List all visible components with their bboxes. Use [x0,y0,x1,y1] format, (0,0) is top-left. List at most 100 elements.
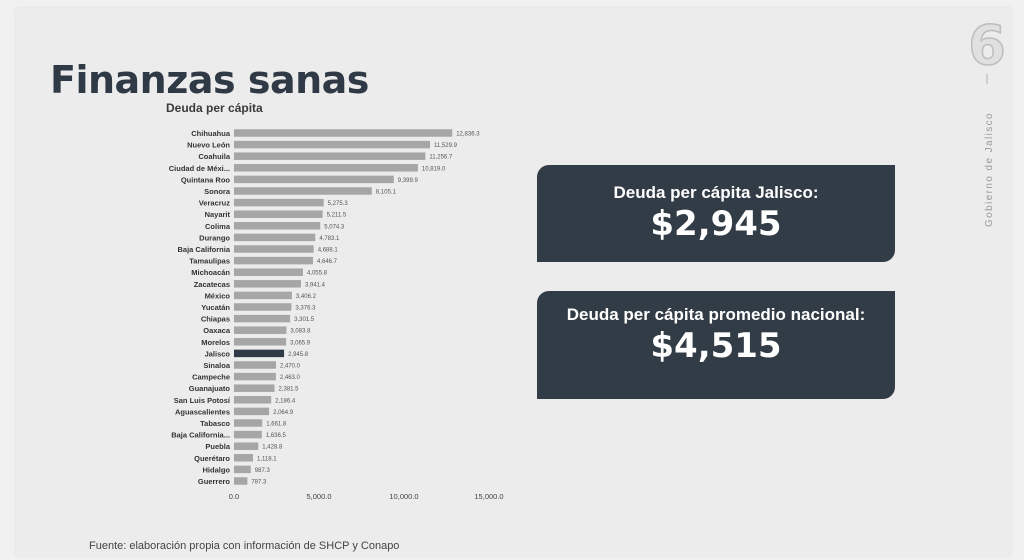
bar [234,303,292,311]
category-label: Hidalgo [203,465,231,474]
category-label: Colima [205,222,231,231]
category-label: Morelos [201,338,230,347]
bar [234,140,431,149]
bar [234,222,321,230]
gobierno-jalisco-logo: 6 Gobierno de Jalisco [967,13,1006,227]
data-label: 2,381.5 [278,387,299,393]
category-label: Querétaro [194,454,230,463]
data-label: 3,941.4 [305,282,326,288]
data-label: 12,836.3 [456,132,480,138]
category-label: Tamaulipas [189,257,230,266]
bar [234,291,292,300]
bar [234,419,263,427]
category-label: Michoacán [191,268,230,277]
category-label: Sinaloa [203,361,231,370]
data-label: 4,646.7 [317,259,338,265]
x-tick-label: 10,000.0 [389,492,418,501]
bar [234,442,259,450]
category-label: Aguascalientes [175,407,230,416]
category-label: Veracruz [199,199,231,208]
data-label: 787.3 [251,480,267,486]
data-label: 5,211.5 [327,213,347,219]
bar [234,407,270,416]
bar [234,349,285,358]
data-label: 3,376.3 [295,306,316,312]
bar [234,338,287,346]
bar [234,256,313,265]
category-label: Campeche [192,373,230,382]
data-label: 10,819.0 [422,166,446,172]
national-debt-value: $4,515 [650,326,782,366]
bar [234,233,316,242]
national-debt-label: Deuda per cápita promedio nacional: [566,305,866,324]
data-label: 4,055.8 [307,271,328,277]
category-label: Tabasco [200,419,230,428]
jalisco-debt-card: Deuda per cápita Jalisco: $2,945 [537,165,895,262]
category-label: Baja California... [171,431,230,440]
source-note: Fuente: elaboración propia con informaci… [89,540,400,552]
category-label: San Luis Potosí [174,396,231,405]
bar [234,326,287,334]
data-label: 3,083.8 [290,329,311,335]
data-label: 1,661.8 [266,422,287,428]
data-label: 3,406.2 [296,294,317,300]
category-label: Guanajuato [189,384,231,393]
bar [234,396,272,404]
data-label: 4,783.1 [319,236,340,242]
category-label: Yucatán [201,303,230,312]
category-label: Oaxaca [203,326,231,335]
data-label: 2,463.0 [280,375,301,381]
category-label: Quintana Roo [181,175,231,184]
x-tick-label: 15,000.0 [474,492,503,501]
data-label: 3,301.5 [294,317,315,323]
bar [234,187,372,195]
data-label: 2,945.8 [288,352,309,358]
bar [234,430,262,439]
data-label: 4,688.1 [318,248,339,254]
bar [234,361,276,369]
x-tick-label: 5,000.0 [306,492,331,501]
category-label: Puebla [205,442,230,451]
category-label: Baja California [177,245,230,254]
jalisco-debt-value: $2,945 [650,204,782,244]
data-label: 3,065.9 [290,340,311,346]
data-label: 1,118.1 [257,456,277,462]
bar [234,477,248,485]
category-label: Coahuila [198,152,230,161]
category-label: Nayarit [205,210,231,219]
x-tick-label: 0.0 [229,492,239,501]
national-debt-card: Deuda per cápita promedio nacional: $4,5… [537,291,895,399]
bar [234,152,426,160]
bar [234,454,254,462]
bar [234,280,302,288]
data-label: 5,074.3 [324,224,345,230]
bar [234,465,251,474]
data-label: 2,470.0 [280,364,301,370]
category-label: Sonora [204,187,231,196]
category-label: Chihuahua [191,129,231,138]
data-label: 11,256.7 [429,155,453,161]
page-title: Finanzas sanas [50,58,369,102]
category-label: Jalisco [205,349,231,358]
category-label: México [205,291,231,300]
data-label: 987.3 [255,468,271,474]
data-label: 2,186.4 [275,398,296,404]
data-label: 11,529.9 [434,143,458,149]
bar [234,245,314,253]
category-label: Zacatecas [194,280,230,289]
bar [234,384,275,392]
bar [234,198,324,207]
data-label: 1,428.8 [262,445,283,451]
bar [234,314,291,323]
data-label: 9,399.9 [398,178,419,184]
category-label: Nuevo León [187,141,230,150]
bar [234,210,323,218]
bar [234,268,303,276]
chart-title: Deuda per cápita [166,101,263,115]
brand-text: Gobierno de Jalisco [984,112,995,227]
category-label: Durango [199,233,230,242]
category-label: Chiapas [201,315,230,324]
jalisco-debt-label: Deuda per cápita Jalisco: [613,183,819,202]
data-label: 1,636.5 [266,433,287,439]
